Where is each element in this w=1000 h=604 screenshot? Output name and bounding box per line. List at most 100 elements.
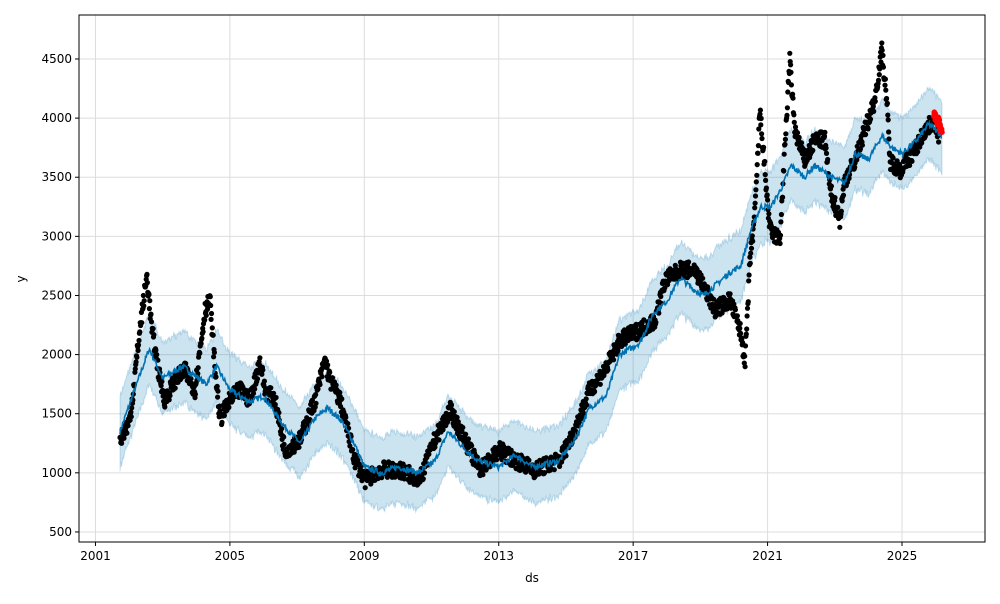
observed-point (884, 95, 890, 102)
observed-point (885, 112, 891, 118)
observed-point (480, 472, 486, 478)
y-tick-label: 1000 (41, 466, 72, 480)
observed-point (214, 383, 220, 389)
observed-point (781, 151, 787, 157)
y-tick-label: 1500 (41, 407, 72, 421)
x-tick-label: 2001 (80, 549, 111, 563)
observed-point (139, 320, 145, 326)
plot-frame (78, 14, 986, 543)
observed-point (215, 394, 221, 400)
observed-point (737, 320, 743, 327)
observed-point (325, 362, 331, 368)
observed-point (753, 179, 759, 185)
uncertainty-band (119, 85, 943, 514)
observed-point (281, 441, 287, 447)
x-tick-label: 2017 (618, 549, 649, 563)
observed-point (281, 434, 287, 440)
observed-point (784, 112, 790, 118)
observed-point (871, 108, 877, 114)
observed-point (838, 208, 845, 214)
observed-point (762, 158, 768, 165)
observed-point (323, 358, 330, 364)
observed-point (252, 386, 258, 392)
observed-point (327, 369, 333, 375)
observed-point (752, 200, 758, 206)
observed-point (832, 195, 838, 201)
observed-point (745, 299, 751, 305)
observed-point (319, 374, 325, 380)
observed-point (125, 423, 131, 429)
observed-point (208, 316, 214, 322)
observed-point (747, 260, 753, 266)
observed-point (141, 298, 147, 304)
observed-point (217, 403, 223, 409)
observed-point (746, 278, 752, 284)
observed-point (757, 111, 763, 117)
observed-point (135, 347, 141, 354)
recent-points (931, 109, 945, 135)
observed-point (583, 396, 589, 402)
observed-point (781, 168, 787, 174)
observed-point (337, 389, 343, 396)
observed-point (313, 400, 319, 406)
observed-point (465, 436, 471, 442)
observed-point (128, 409, 134, 415)
observed-point (273, 394, 279, 401)
observed-point (754, 172, 760, 178)
observed-point (784, 105, 791, 111)
observed-point (345, 421, 351, 427)
observed-point (451, 409, 457, 415)
observed-point (746, 272, 752, 278)
observed-point (737, 325, 743, 331)
observed-point (765, 197, 771, 203)
observed-point (460, 424, 466, 431)
observed-point (742, 364, 748, 370)
observed-point (259, 371, 265, 377)
observed-point (758, 115, 764, 122)
observed-point (782, 141, 788, 147)
x-tick-label: 2021 (752, 549, 783, 563)
observed-point (872, 98, 878, 104)
observed-point (203, 312, 209, 318)
observed-point (759, 131, 765, 137)
observed-point (144, 280, 150, 286)
observed-point (436, 437, 442, 443)
observed-point (551, 467, 557, 473)
observed-point (208, 310, 215, 317)
observed-point (426, 451, 432, 457)
observed-point (272, 401, 278, 408)
observed-point (840, 192, 847, 198)
observed-point (494, 457, 500, 463)
observed-point (907, 162, 913, 168)
observed-point (790, 95, 796, 101)
observed-point (885, 117, 891, 123)
observed-point (756, 126, 762, 132)
x-tick-label: 2013 (483, 549, 514, 563)
observed-point (777, 232, 784, 238)
observed-point (350, 447, 356, 453)
observed-point (134, 354, 140, 360)
observed-point (137, 329, 143, 335)
observed-point (211, 349, 217, 356)
observed-point (883, 87, 889, 93)
observed-point (788, 69, 794, 75)
observed-point (759, 135, 765, 142)
observed-point (882, 82, 888, 88)
observed-point (880, 64, 887, 70)
observed-point (572, 428, 578, 434)
observed-point (750, 238, 756, 244)
observed-point (865, 126, 871, 132)
observed-point (622, 341, 628, 347)
observed-point (744, 305, 751, 311)
observed-point (362, 485, 368, 491)
observed-point (831, 202, 837, 208)
y-tick-label: 3000 (41, 229, 72, 243)
observed-point (743, 331, 749, 337)
observed-point (129, 405, 135, 411)
y-tick-label: 3500 (41, 170, 72, 184)
observed-point (526, 457, 532, 463)
observed-point (825, 156, 831, 163)
observed-point (886, 136, 892, 142)
observed-point (154, 352, 160, 358)
